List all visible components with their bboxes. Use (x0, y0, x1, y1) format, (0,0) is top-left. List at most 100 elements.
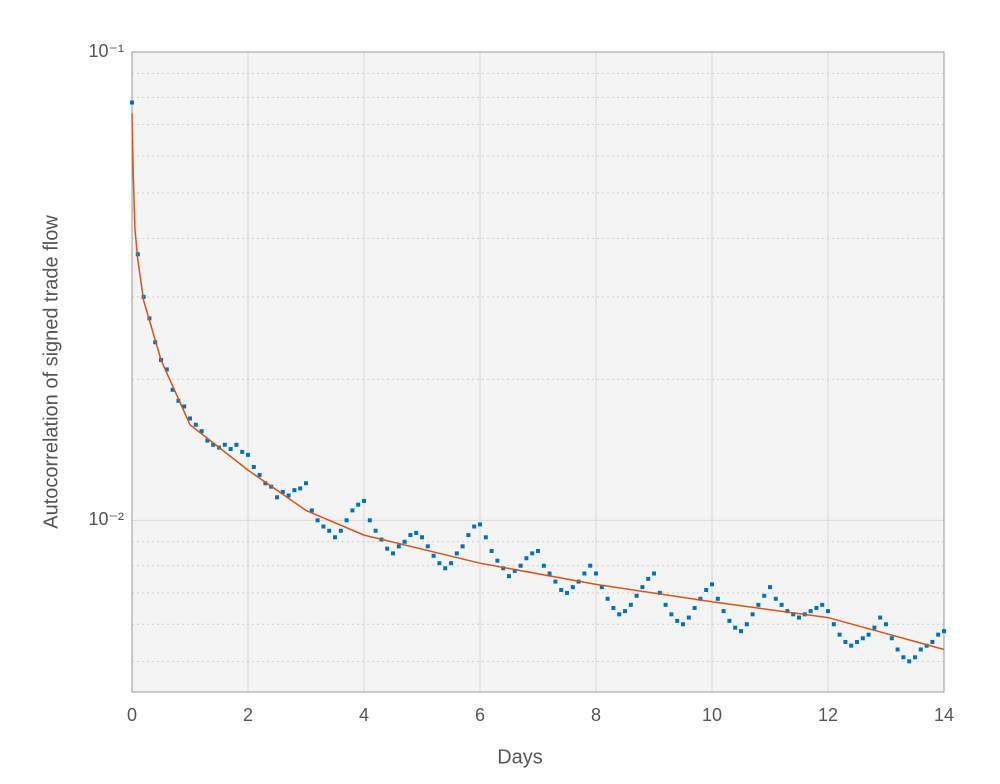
point (344, 518, 349, 523)
x-tick-label: 6 (475, 705, 485, 725)
point (391, 551, 395, 556)
point (454, 551, 459, 556)
point (466, 533, 471, 538)
point (744, 622, 749, 627)
y-tick-label: 10⁻¹ (88, 41, 124, 61)
point (222, 442, 227, 447)
point (530, 551, 535, 556)
point (524, 556, 529, 561)
point (669, 612, 674, 617)
point (913, 655, 917, 660)
plot-area (132, 52, 944, 692)
point (199, 429, 204, 434)
point (304, 481, 308, 486)
point (628, 602, 633, 607)
point (553, 579, 558, 584)
point (785, 609, 790, 614)
point (367, 518, 372, 523)
point (715, 596, 720, 601)
point (460, 544, 465, 549)
point (414, 530, 419, 535)
point (808, 609, 813, 614)
x-tick-label: 8 (591, 705, 601, 725)
point (327, 528, 332, 533)
point (176, 398, 181, 403)
point (814, 605, 819, 610)
x-tick-label: 0 (127, 705, 137, 725)
point (652, 571, 656, 576)
point (478, 522, 482, 527)
point (437, 561, 442, 566)
point (362, 498, 366, 503)
point (617, 612, 622, 617)
point (779, 602, 784, 607)
axes-box (131, 51, 945, 693)
y-axis-label: Autocorrelation of signed trade flow (40, 215, 62, 529)
point (130, 100, 134, 105)
x-tick-label: 4 (359, 705, 369, 725)
point (182, 404, 187, 409)
point (251, 464, 256, 469)
point (756, 602, 761, 607)
point (420, 535, 424, 540)
x-tick-label: 2 (243, 705, 253, 725)
point (309, 508, 314, 513)
point (791, 612, 796, 617)
point (333, 535, 337, 540)
point (507, 574, 511, 579)
point (681, 622, 685, 627)
point (640, 585, 645, 590)
point (570, 585, 575, 590)
point (924, 643, 929, 648)
point (396, 544, 401, 549)
point (605, 596, 610, 601)
point (843, 639, 848, 644)
point (234, 442, 239, 447)
point (831, 622, 836, 627)
point (292, 488, 297, 493)
point (425, 544, 430, 549)
point (739, 629, 743, 634)
point (489, 549, 494, 554)
point (263, 481, 268, 486)
point (704, 588, 709, 593)
point (942, 629, 946, 634)
point (901, 655, 906, 660)
point (936, 632, 941, 637)
point (449, 561, 453, 566)
point (315, 518, 320, 523)
point (733, 625, 738, 630)
point (408, 533, 413, 538)
point (402, 539, 407, 544)
point (826, 609, 830, 614)
point (472, 524, 477, 529)
point (692, 605, 697, 610)
point (228, 447, 233, 452)
point (501, 566, 506, 571)
point (275, 495, 279, 500)
point (385, 546, 390, 551)
x-tick-label: 12 (818, 705, 838, 725)
point (541, 563, 546, 568)
point (193, 422, 198, 427)
point (698, 596, 703, 601)
point (211, 442, 216, 447)
point (286, 493, 291, 498)
point (866, 632, 871, 637)
point (170, 387, 175, 392)
point (356, 502, 361, 507)
x-tick-label: 10 (702, 705, 722, 725)
point (727, 618, 732, 623)
point (889, 636, 894, 641)
point (495, 558, 500, 563)
point (321, 524, 326, 529)
point (773, 596, 778, 601)
point (849, 643, 854, 648)
point (855, 639, 859, 644)
point (820, 602, 825, 607)
point (762, 593, 767, 598)
point (918, 647, 923, 652)
point (338, 528, 343, 533)
